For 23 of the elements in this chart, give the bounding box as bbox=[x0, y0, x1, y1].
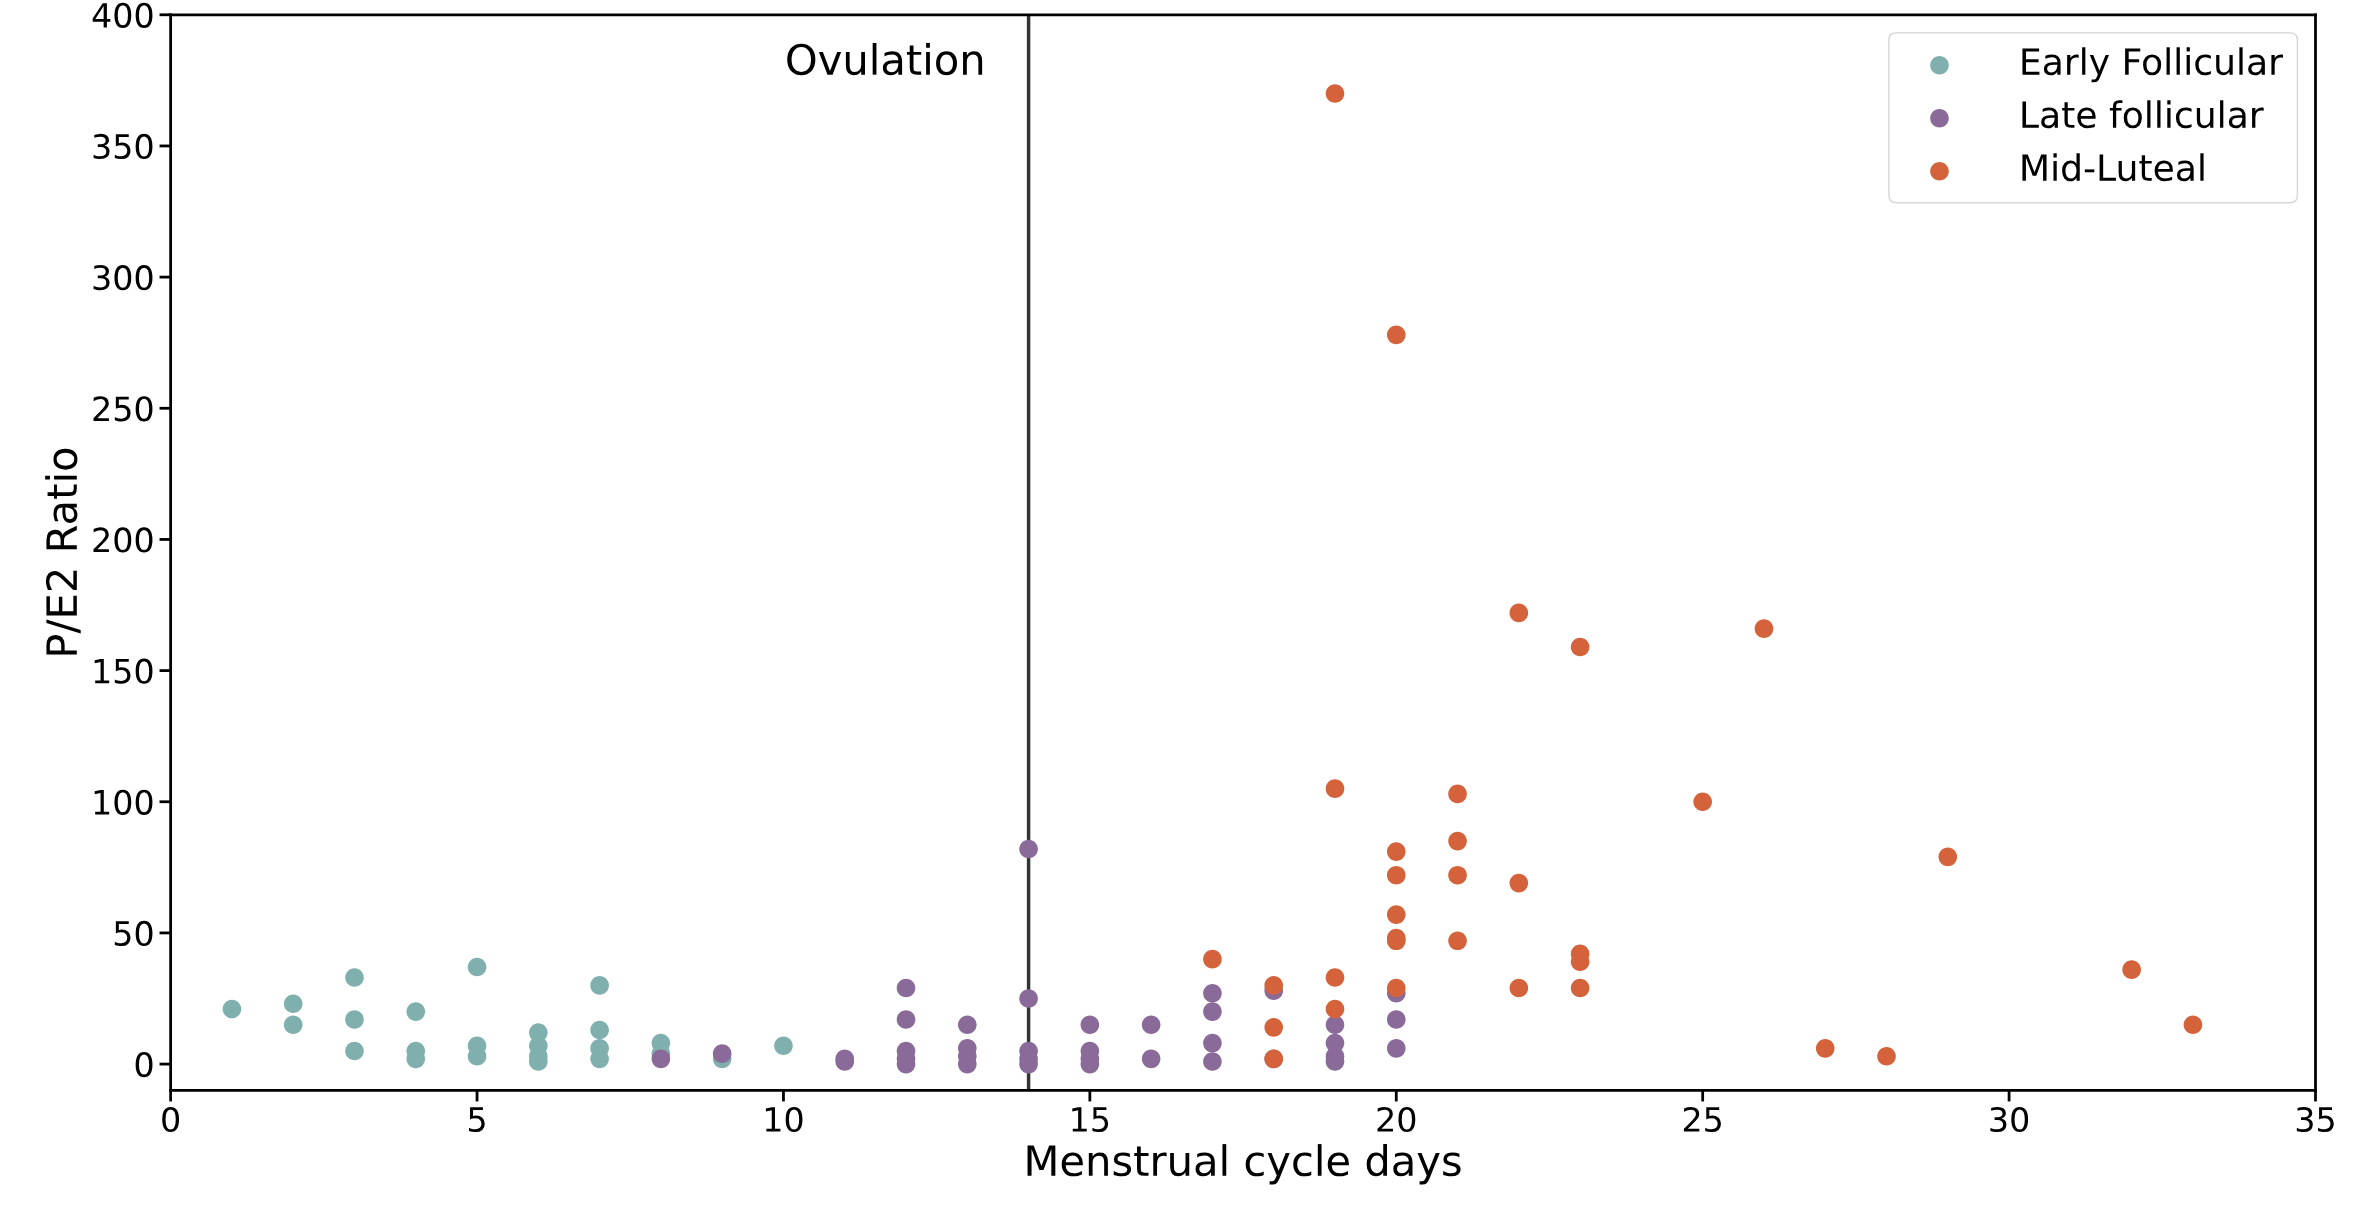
y-tick-label: 150 bbox=[94, 658, 153, 684]
y-tick-label: 200 bbox=[93, 527, 153, 553]
y-tick-label: 100 bbox=[94, 789, 153, 815]
x-tick-label: 0 bbox=[162, 1106, 180, 1133]
x-tick-label: 20 bbox=[1377, 1106, 1416, 1133]
y-tick-label: 300 bbox=[93, 265, 153, 291]
legend-label: Late follicular bbox=[2022, 100, 2264, 129]
y-axis-title: P/E2 Ratio bbox=[45, 448, 81, 655]
legend-label: Mid-Luteal bbox=[2022, 153, 2204, 182]
x-tick-label: 30 bbox=[1990, 1106, 2029, 1133]
y-tick-label: 400 bbox=[92, 2, 153, 28]
x-axis-title: Menstrual cycle days bbox=[1027, 1144, 1461, 1185]
x-tick-label: 10 bbox=[765, 1106, 803, 1133]
y-tick-label: 0 bbox=[135, 1052, 153, 1078]
y-tick-label: 250 bbox=[93, 396, 153, 422]
y-tick-label: 50 bbox=[114, 920, 153, 947]
x-tick-label: 25 bbox=[1683, 1106, 1721, 1133]
x-tick-label: 35 bbox=[2296, 1106, 2334, 1133]
x-tick-label: 5 bbox=[469, 1107, 485, 1133]
x-tick-label: 15 bbox=[1072, 1107, 1109, 1133]
y-tick-label: 350 bbox=[93, 133, 153, 160]
legend-label: Early Follicular bbox=[2022, 47, 2283, 83]
ref-line-label: Ovulation bbox=[787, 43, 983, 76]
